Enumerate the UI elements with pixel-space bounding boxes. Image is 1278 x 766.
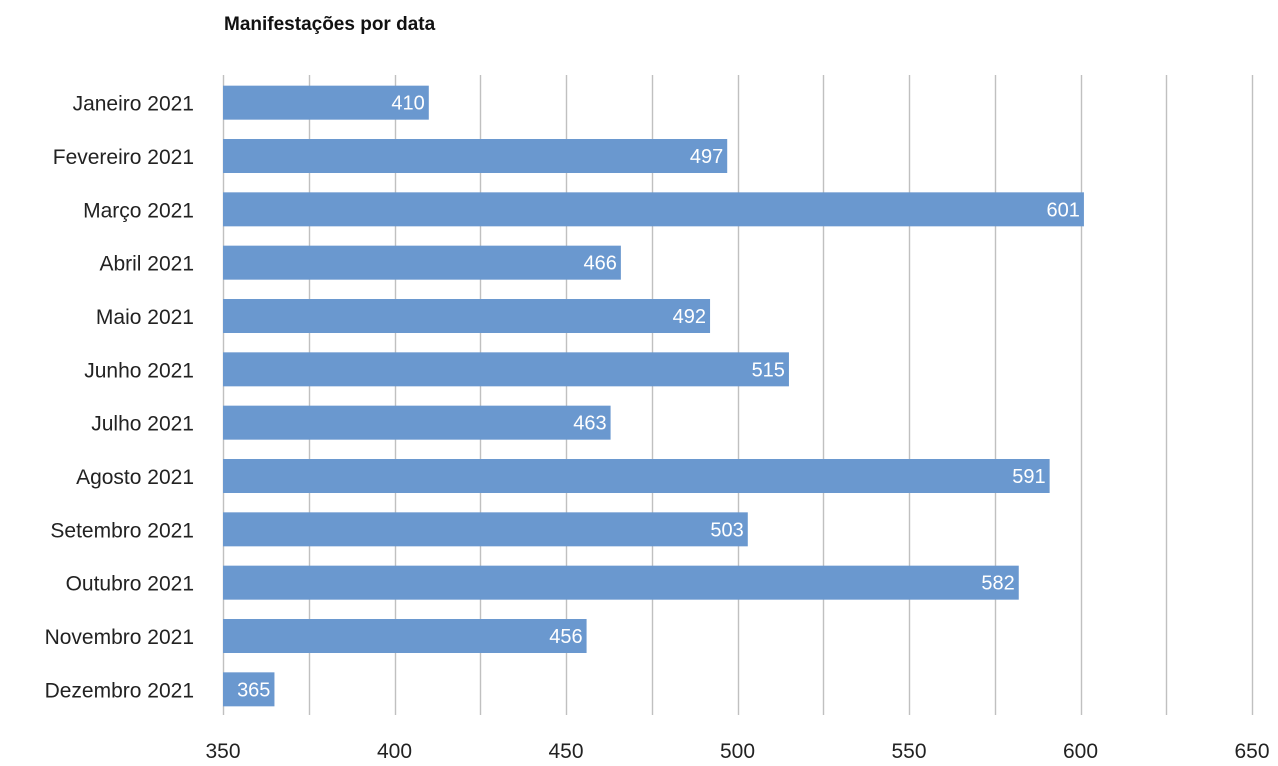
category-label: Dezembro 2021 <box>45 679 194 702</box>
bar-value-label: 582 <box>981 573 1014 595</box>
x-tick-label: 600 <box>1063 740 1098 763</box>
bar-value-label: 463 <box>573 413 606 435</box>
bar <box>223 459 1050 493</box>
bar-value-label: 410 <box>391 93 424 115</box>
category-label: Fevereiro 2021 <box>53 146 194 169</box>
bar <box>223 619 587 653</box>
category-label: Outubro 2021 <box>66 573 194 596</box>
bar <box>223 405 611 440</box>
category-labels: Janeiro 2021 Fevereiro 2021 Março 2021 Abri… <box>45 93 194 703</box>
bar <box>223 245 621 280</box>
x-tick-label: 650 <box>1234 740 1269 763</box>
x-tick-labels: 350 400 450 500 550 600 650 <box>205 740 1269 763</box>
bar-value-label: 456 <box>549 626 582 648</box>
bar <box>223 192 1084 227</box>
category-label: Julho 2021 <box>91 413 194 436</box>
x-tick-label: 550 <box>891 740 926 763</box>
category-label: Novembro 2021 <box>45 626 194 649</box>
bar-value-label: 503 <box>710 519 743 541</box>
bar-value-label: 365 <box>237 679 270 701</box>
x-tick-label: 450 <box>548 740 583 763</box>
bar <box>223 299 711 333</box>
category-label: Janeiro 2021 <box>73 93 194 116</box>
bar-value-label: 591 <box>1012 466 1045 488</box>
category-label: Abril 2021 <box>99 253 194 276</box>
bar <box>223 512 748 547</box>
bar <box>223 352 789 387</box>
category-label: Março 2021 <box>83 199 194 222</box>
bar <box>223 139 728 173</box>
bar <box>223 672 275 707</box>
bar <box>223 85 429 120</box>
category-label: Agosto 2021 <box>76 466 194 489</box>
bar-value-label: 466 <box>584 253 617 275</box>
bar-value-label: 492 <box>673 306 706 328</box>
x-tick-label: 400 <box>377 740 412 763</box>
x-tick-label: 350 <box>205 740 240 763</box>
bar <box>223 565 1019 600</box>
bar-value-label: 497 <box>690 146 723 168</box>
bar-value-label: 515 <box>752 359 785 381</box>
category-label: Setembro 2021 <box>50 519 194 542</box>
gridlines <box>222 75 1254 715</box>
bars: 410 497 601 466 492 515 463 591 503 582 456 365 <box>223 85 1084 707</box>
category-label: Maio 2021 <box>96 306 194 329</box>
x-tick-label: 500 <box>720 740 755 763</box>
bar-value-label: 601 <box>1047 199 1080 221</box>
chart-title: Manifestações por data <box>224 14 436 35</box>
category-label: Junho 2021 <box>84 359 194 382</box>
